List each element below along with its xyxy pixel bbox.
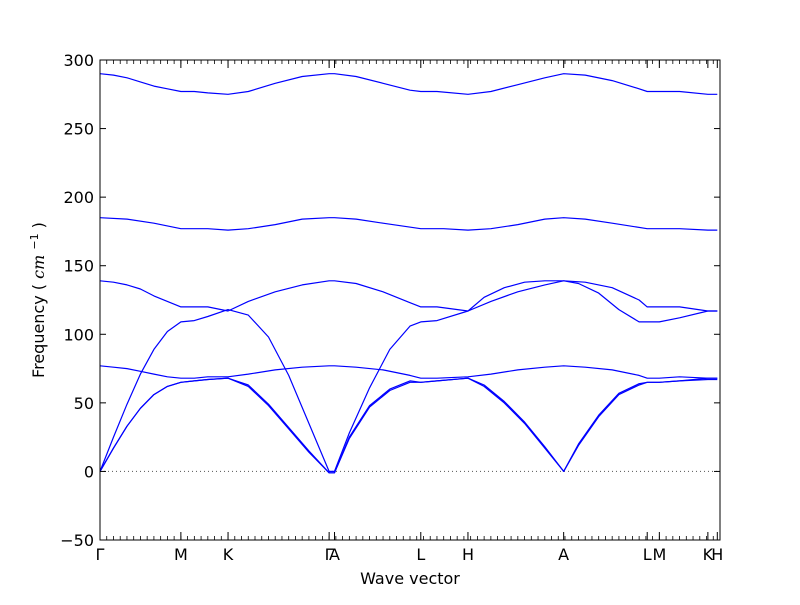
y-tick-label: 50	[74, 394, 94, 413]
y-tick-label: 200	[63, 188, 94, 207]
plot-area	[99, 73, 720, 474]
y-axis-label-text: Frequency	[29, 295, 48, 378]
y-axis-label-unit-exponent: −1	[28, 233, 41, 249]
band-line-2	[99, 217, 718, 231]
x-tick-label-L: L	[643, 545, 652, 564]
x-tick-label-M: M	[652, 545, 666, 564]
band-line-4	[99, 280, 718, 472]
y-tick-label: 0	[84, 462, 94, 481]
y-axis-label-open-paren: (	[29, 284, 48, 290]
x-tick-label-K: K	[703, 545, 714, 564]
x-tick-label-K: K	[223, 545, 234, 564]
x-tick-label-M: M	[174, 545, 188, 564]
x-tick-label-A: A	[329, 545, 340, 564]
plot-frame	[99, 59, 721, 541]
band-line-5	[99, 365, 718, 379]
y-axis-label-close-paren: )	[29, 222, 48, 228]
y-axis-label: Frequency ( cm −1 )	[28, 222, 49, 378]
y-tick-label: 100	[63, 325, 94, 344]
y-tick-label: 150	[63, 257, 94, 276]
band-line-1	[99, 73, 718, 95]
band-line-3	[99, 280, 718, 312]
x-tick-label-L: L	[416, 545, 425, 564]
x-axis-label: Wave vector	[360, 569, 460, 588]
band-line-7	[99, 377, 718, 474]
x-tick-label-H: H	[711, 545, 723, 564]
y-tick-label: 300	[63, 51, 94, 70]
y-tick-label: −50	[60, 531, 94, 550]
x-tick-label-A: A	[558, 545, 569, 564]
x-tick-label-H: H	[462, 545, 474, 564]
x-tick-label-Γ: Γ	[325, 545, 334, 564]
y-tick-label: 250	[63, 120, 94, 139]
y-axis-label-unit: cm	[29, 255, 48, 279]
x-tick-label-Γ: Γ	[96, 545, 105, 564]
